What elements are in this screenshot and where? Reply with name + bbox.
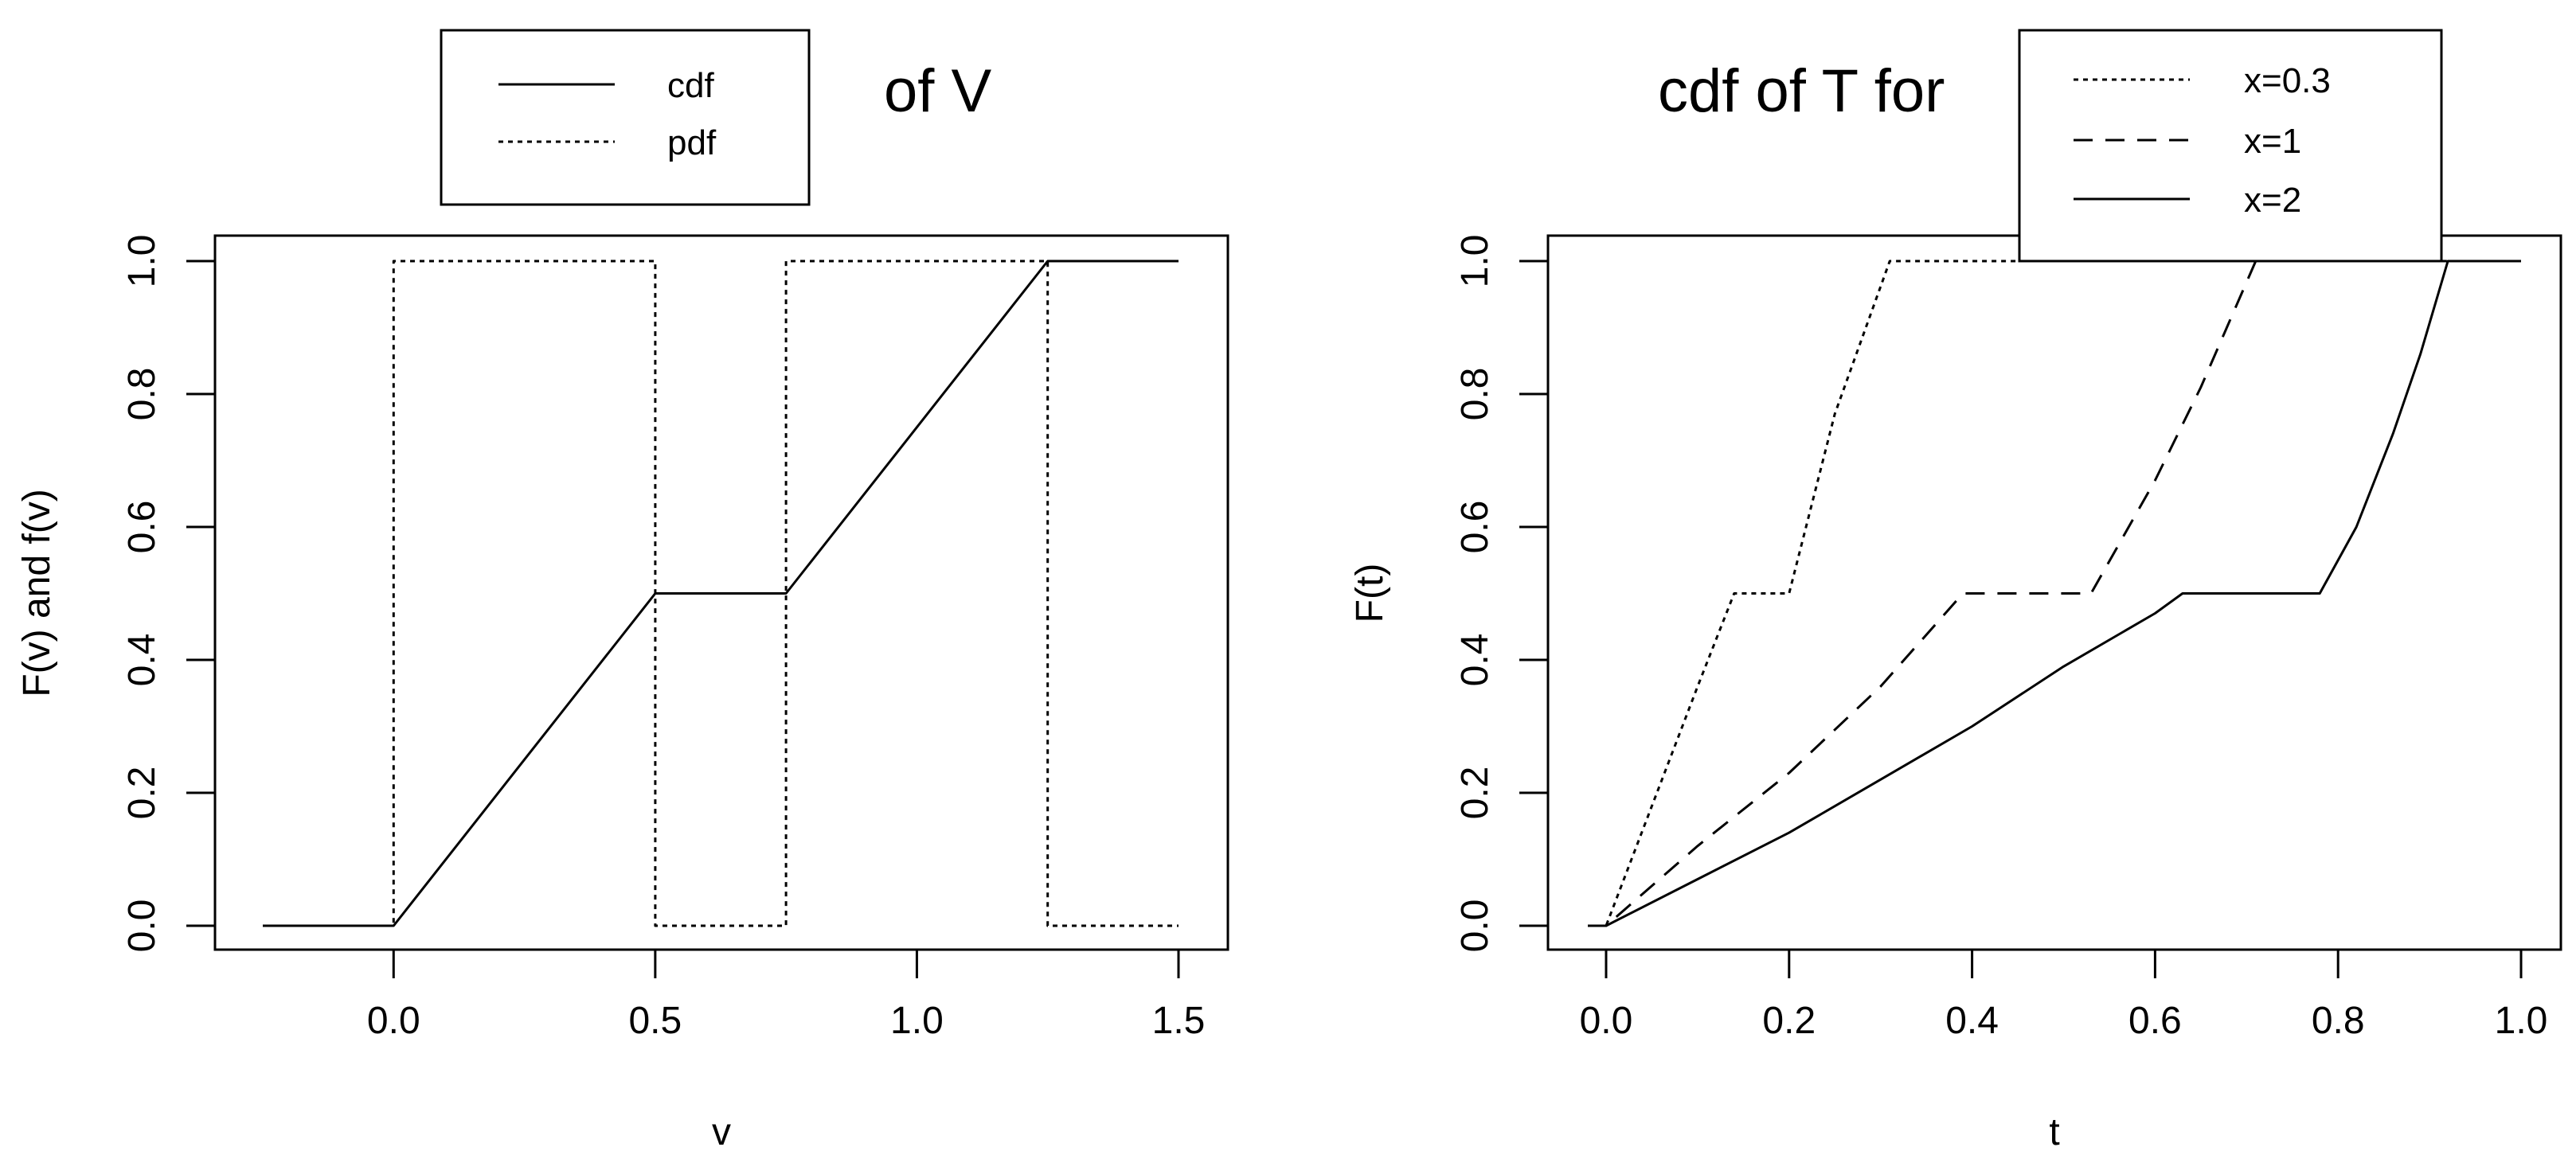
series-layer [263, 259, 1179, 927]
y-tick-label: 0.2 [1454, 767, 1496, 820]
plot-frame [1546, 234, 2562, 951]
panel-v-distribution: 0.0 0.5 1.0 1.5 0.0 0.2 0.4 0.6 0.8 1.0 of V v F… [16, 29, 1229, 1153]
x-tick-label: 0.6 [2128, 1000, 2182, 1042]
y-tick-label: 0.8 [121, 368, 163, 421]
x-axis-title: t [2049, 1111, 2059, 1153]
y-tick-label: 1.0 [1454, 235, 1496, 288]
y-tick-label: 0.0 [1454, 899, 1496, 953]
y-axis-title: F(t) [1349, 564, 1391, 623]
legend-label-x1: x=1 [2244, 122, 2301, 161]
y-axis-title: F(v) and f(v) [16, 489, 58, 697]
x-axis: 0.0 0.2 0.4 0.6 0.8 1.0 [1580, 948, 2548, 1042]
y-tick-label: 0.4 [121, 634, 163, 687]
series-line-x-0-3 [1588, 259, 2521, 927]
y-tick-label: 0.2 [121, 767, 163, 820]
legend-item-x2: x=2 [2074, 181, 2301, 220]
y-axis: 0.0 0.2 0.4 0.6 0.8 1.0 [1454, 235, 1550, 953]
x-tick-label: 0.0 [1580, 1000, 1633, 1042]
y-tick-label: 0.8 [1454, 368, 1496, 421]
legend-label-pdf: pdf [667, 123, 717, 162]
legend-box [440, 29, 811, 206]
x-tick-label: 0.5 [628, 1000, 682, 1042]
legend-item-pdf: pdf [498, 123, 717, 162]
x-tick-label: 0.8 [2312, 1000, 2365, 1042]
legend-label-cdf: cdf [667, 66, 714, 105]
x-tick-label: 0.2 [1762, 1000, 1816, 1042]
legend-item-cdf: cdf [498, 66, 714, 105]
panel-t-cdf: 0.0 0.2 0.4 0.6 0.8 1.0 0.0 0.2 0.4 0.6 0.8 1.0 cd… [1349, 29, 2562, 1153]
legend-label-x2: x=2 [2244, 181, 2301, 220]
legend: x=0.3 x=1 x=2 [2018, 29, 2443, 263]
x-tick-label: 1.0 [2495, 1000, 2548, 1042]
legend-box [2018, 29, 2443, 263]
series-line-cdf [263, 259, 1179, 927]
series-line-x-1 [1588, 259, 2521, 927]
series-line-x-2 [1588, 259, 2521, 927]
legend-item-x1: x=1 [2074, 122, 2301, 161]
plot-title: cdf of T for [1658, 57, 1945, 125]
y-tick-label: 1.0 [121, 235, 163, 288]
legend-label-x03: x=0.3 [2244, 61, 2331, 100]
x-axis-title: v [712, 1111, 731, 1153]
y-tick-label: 0.4 [1454, 634, 1496, 687]
x-tick-label: 1.5 [1152, 1000, 1206, 1042]
x-tick-label: 1.0 [890, 1000, 944, 1042]
x-axis: 0.0 0.5 1.0 1.5 [367, 948, 1206, 1042]
series-layer [1588, 259, 2521, 927]
legend: cdf pdf [440, 29, 811, 206]
y-tick-label: 0.6 [1454, 501, 1496, 554]
x-tick-label: 0.4 [1945, 1000, 1999, 1042]
series-line-pdf [263, 259, 1179, 927]
x-tick-label: 0.0 [367, 1000, 420, 1042]
legend-item-x03: x=0.3 [2074, 61, 2331, 100]
y-tick-label: 0.6 [121, 501, 163, 554]
plot-title: of V [884, 57, 991, 125]
y-tick-label: 0.0 [121, 899, 163, 953]
y-axis: 0.0 0.2 0.4 0.6 0.8 1.0 [121, 235, 217, 953]
